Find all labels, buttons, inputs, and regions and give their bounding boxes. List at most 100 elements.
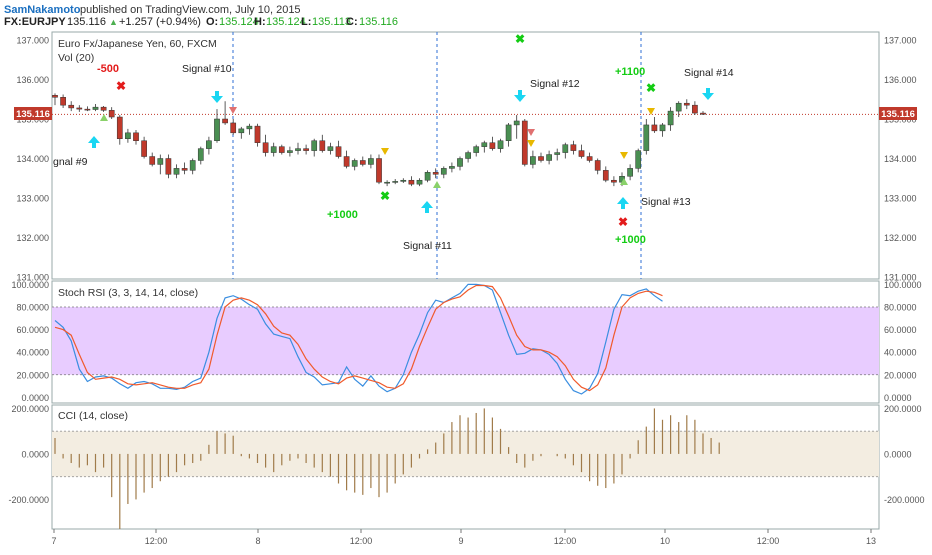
candle-body [214, 118, 220, 141]
candle-body [643, 124, 650, 151]
price-tick-label: 133.000 [884, 194, 917, 204]
sell-arrow-icon [211, 91, 223, 103]
candle-body [627, 168, 633, 177]
x-tick-label: 10 [660, 536, 670, 546]
cci-title: CCI (14, close) [58, 410, 128, 422]
entry-triangle-icon [527, 140, 535, 147]
stoch-tick-label: 60.0000 [16, 325, 49, 335]
candle-body [554, 152, 561, 155]
price-tag-left-text: 135.116 [16, 109, 50, 120]
entry-triangle-icon [381, 148, 389, 155]
signal-layer: gnal #9 Signal #10 Signal #11 Signal #12 Sig… [53, 32, 734, 252]
candle-body [108, 110, 115, 118]
candle-body [594, 160, 601, 171]
candle-body [197, 148, 204, 161]
buy-arrow-icon [617, 197, 629, 209]
candle-body [254, 125, 261, 143]
signal-label: Signal #10 [182, 63, 232, 75]
candle-body [311, 140, 318, 151]
price-tick-label: 134.000 [16, 154, 49, 164]
candle-body [651, 124, 658, 132]
candle-body [408, 179, 415, 185]
candle-body [489, 142, 496, 149]
grid-layer [232, 32, 642, 279]
close-label: C: [346, 16, 358, 28]
price-tick-label: 132.000 [16, 233, 49, 243]
candle-body [400, 179, 407, 182]
low-label: L: [301, 16, 311, 28]
candle-body [481, 142, 488, 147]
stoch-tick-label: 40.0000 [884, 348, 917, 358]
open-label: O: [206, 16, 218, 28]
candle-body [246, 125, 253, 130]
stoch-tick-label: 0.0000 [884, 393, 912, 403]
cci-tick-label: -200.0000 [884, 495, 925, 505]
stoch-title: Stoch RSI (3, 3, 14, 14, close) [58, 287, 198, 299]
candle-body [497, 140, 504, 149]
stoch-tick-label: 80.0000 [884, 302, 917, 312]
cci-tick-label: -200.0000 [8, 495, 49, 505]
candle-body [546, 154, 552, 161]
price-tick-label: 131.000 [884, 273, 917, 283]
candle-body [230, 122, 237, 134]
candle-body [424, 172, 431, 181]
buy-arrow-icon [421, 201, 433, 213]
candle-body [465, 152, 471, 159]
candle-body [473, 146, 480, 153]
price-tick-label: 136.000 [884, 75, 917, 85]
candle-body [667, 110, 674, 126]
price-tick-label: 136.000 [16, 75, 49, 85]
candle-body [133, 132, 139, 141]
price-tick-label: 133.000 [16, 194, 49, 204]
candle-body [125, 132, 131, 139]
candle-body [141, 140, 147, 157]
open-value: 135.124 [219, 16, 259, 28]
candle-body [457, 158, 463, 167]
trade-result-label: +1000 [327, 209, 358, 221]
signal-label: gnal #9 [53, 156, 88, 168]
price-tick-label: 137.000 [16, 36, 49, 46]
x-tick-label: 7 [51, 536, 56, 546]
cci-tick-label: 0.0000 [884, 449, 912, 459]
price-tick-label: 137.000 [884, 36, 917, 46]
candle-body [100, 106, 107, 111]
candle-body [295, 148, 301, 151]
candle-body [570, 144, 577, 151]
cci-band [52, 431, 879, 477]
exit-cross-icon: ✖ [515, 32, 525, 46]
candle-body [303, 148, 309, 151]
candle-body [76, 107, 83, 110]
candle-body [68, 104, 75, 109]
exit-cross-icon: ✖ [380, 189, 390, 203]
price-tag-left-bg [14, 107, 52, 120]
candle-body [84, 108, 91, 111]
signal-label: Signal #13 [641, 196, 691, 208]
entry-triangle-icon [620, 152, 628, 159]
stoch-tick-label: 0.0000 [21, 393, 49, 403]
price-tick-label: 132.000 [884, 233, 917, 243]
candle-body [700, 112, 706, 115]
price-tick-label: 131.000 [16, 273, 49, 283]
candle-body [359, 160, 366, 165]
candle-body [602, 170, 609, 181]
buy-arrow-icon [88, 136, 100, 148]
candle-body [327, 146, 334, 151]
trade-result-label: +1000 [615, 234, 646, 246]
candle-body [238, 128, 245, 134]
background-layer [52, 306, 879, 478]
entry-triangle-icon [433, 181, 441, 188]
candle-body [206, 140, 212, 149]
plot-layer [52, 93, 879, 529]
candle-body [287, 150, 293, 153]
candle-body [416, 179, 423, 185]
stoch-tick-label: 20.0000 [884, 370, 917, 380]
cci-tick-label: 0.0000 [21, 449, 49, 459]
candle-body [149, 156, 156, 165]
author-name[interactable]: SamNakamoto [4, 4, 81, 16]
candle-body [262, 142, 269, 153]
candle-body [368, 158, 374, 165]
candle-body [659, 124, 666, 132]
candle-body [319, 140, 326, 151]
candle-body [692, 104, 698, 114]
